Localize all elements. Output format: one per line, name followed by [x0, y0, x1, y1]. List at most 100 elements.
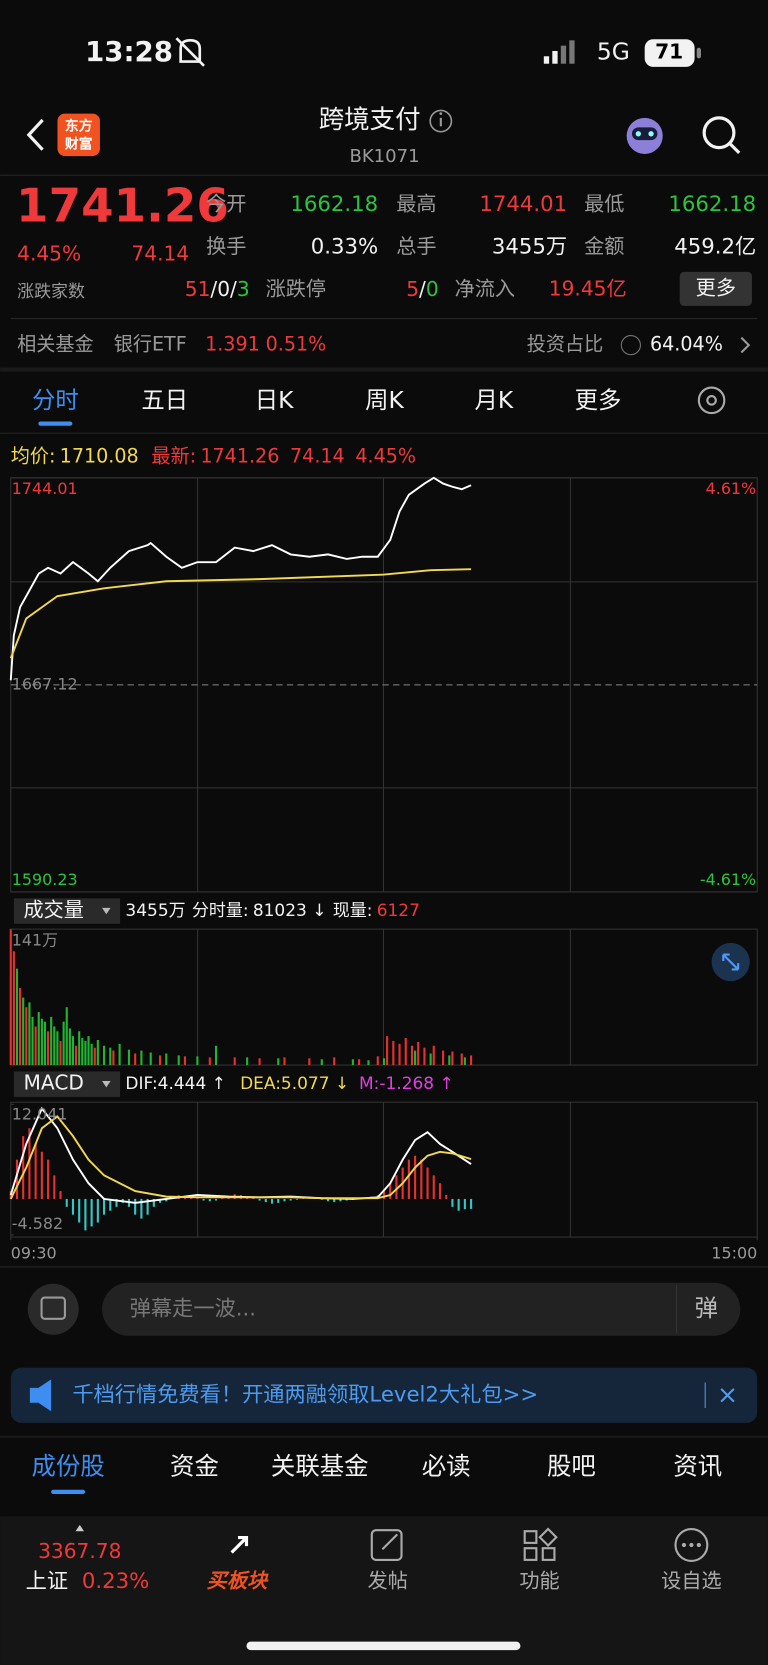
selector-label[interactable]: 成交量	[23, 898, 83, 922]
now-label: 现量:	[333, 901, 373, 921]
series-line	[9, 1115, 472, 1200]
search-icon[interactable]	[702, 116, 741, 155]
board-code: BK1071	[349, 146, 419, 167]
macd-bar	[134, 1198, 137, 1215]
nav-item[interactable]: 买板块	[207, 1569, 269, 1593]
nav-item[interactable]: 发帖	[368, 1569, 408, 1593]
content-tab[interactable]: 必读	[422, 1451, 471, 1480]
limit-down: 0	[426, 276, 439, 300]
content-tab[interactable]: 资讯	[673, 1451, 722, 1480]
limit-up: 5	[406, 276, 419, 300]
macd-bar	[47, 1159, 50, 1199]
help-icon[interactable]	[620, 335, 641, 356]
macd-bar	[152, 1198, 155, 1207]
settings-icon[interactable]	[697, 386, 726, 415]
expand-arrow	[75, 1524, 85, 1532]
nav-item[interactable]: 功能	[519, 1569, 559, 1593]
macd-bar	[457, 1198, 460, 1211]
y-tick-label: 1590.23	[12, 870, 78, 889]
macd-bar	[320, 1198, 323, 1200]
y-tick-label: 1744.01	[12, 479, 78, 498]
volume-bar	[451, 1051, 454, 1066]
volume-bar	[214, 1045, 218, 1066]
expand-button[interactable]	[711, 942, 750, 982]
content-tab[interactable]: 股吧	[547, 1451, 596, 1480]
macd-bar	[277, 1198, 280, 1203]
last-price: 1741.26	[16, 180, 229, 234]
volume-bar	[65, 1007, 68, 1066]
volume-bar	[392, 1040, 395, 1066]
nav-items: 买板块 发帖 功能 设自选	[207, 1569, 722, 1593]
period-tab[interactable]: 更多	[575, 386, 622, 414]
info-icon[interactable]	[429, 109, 453, 133]
comment-placeholder[interactable]: 弹幕走一波...	[130, 1296, 256, 1321]
separator: /	[419, 276, 426, 300]
fund-pct: 0.51%	[266, 333, 327, 356]
robot-icon[interactable]	[626, 117, 663, 154]
macd-dea: DEA:5.077 ↓	[240, 1074, 349, 1094]
more-button[interactable]	[679, 271, 752, 306]
period-tab[interactable]: 周K	[365, 386, 404, 414]
volume-bar	[37, 1012, 40, 1066]
more-button-label[interactable]: 更多	[696, 275, 736, 299]
volume-bar	[177, 1055, 180, 1066]
divider	[0, 1265, 768, 1268]
chevron[interactable]	[740, 336, 751, 354]
active-tab-indicator	[38, 421, 73, 426]
separator: /	[230, 276, 237, 300]
content-tab[interactable]: 成份股	[31, 1451, 104, 1480]
content-tab[interactable]: 资金	[170, 1451, 219, 1480]
period-tab[interactable]: 五日	[141, 386, 188, 414]
selector-label[interactable]: MACD	[23, 1071, 83, 1095]
period-tab[interactable]: 分时	[32, 386, 79, 414]
stat-value: 0.33%	[311, 234, 378, 259]
macd-bar	[53, 1175, 56, 1199]
signal-icon	[543, 40, 575, 64]
volume-bar	[59, 1040, 62, 1066]
volume-bar	[22, 997, 25, 1066]
separator: /	[210, 276, 217, 300]
post-icon	[370, 1529, 403, 1561]
comment-input[interactable]	[102, 1282, 741, 1336]
fund-name[interactable]: 银行ETF	[114, 333, 187, 356]
volume-bar	[398, 1043, 401, 1066]
macd-m: M:-1.268 ↑	[359, 1074, 454, 1094]
content-tab[interactable]: 关联基金	[271, 1451, 369, 1480]
status-time: 13:28	[85, 35, 173, 68]
series-line	[9, 476, 472, 681]
stat-label: 金额	[584, 234, 624, 258]
index-value[interactable]: 3367.78	[38, 1539, 121, 1563]
volume-bar	[53, 1026, 56, 1066]
macd-bar	[283, 1198, 286, 1202]
volume-bar	[68, 1028, 71, 1066]
macd-bar	[264, 1198, 267, 1203]
period-tab[interactable]: 月K	[475, 386, 514, 414]
danmu-toggle[interactable]: 弹	[695, 1294, 718, 1322]
volume-bar	[78, 1031, 81, 1066]
back-button[interactable]	[26, 118, 44, 151]
volume-bar	[62, 1021, 65, 1066]
index-name[interactable]: 上证	[26, 1569, 68, 1594]
volume-bar	[333, 1057, 336, 1066]
volume-bar	[81, 1038, 84, 1066]
nav-item[interactable]: 设自选	[661, 1569, 721, 1593]
volume-bar	[103, 1045, 106, 1066]
promo-text[interactable]: 千档行情免费看！开通两融领取Level2大礼包>>	[72, 1382, 538, 1407]
volume-bar	[233, 1057, 236, 1066]
stat-label: 最高	[396, 191, 436, 215]
y2-tick-label: -4.61%	[700, 870, 756, 889]
volume-bar	[75, 1045, 78, 1066]
promo-banner[interactable]	[10, 1367, 758, 1423]
index-pct[interactable]: 0.23%	[82, 1569, 149, 1594]
volume-bar	[112, 1050, 115, 1066]
indicator-selector[interactable]	[13, 898, 121, 924]
macd-bar	[451, 1198, 454, 1207]
close-button[interactable]	[720, 1388, 735, 1403]
volume-bar	[31, 1016, 34, 1066]
macd-bar	[71, 1198, 75, 1215]
macd-bar	[333, 1198, 336, 1203]
comment-icon[interactable]	[27, 1283, 79, 1335]
bottom-nav	[0, 1516, 768, 1665]
period-tab[interactable]: 日K	[255, 386, 294, 414]
indicator-selector[interactable]	[13, 1071, 121, 1097]
